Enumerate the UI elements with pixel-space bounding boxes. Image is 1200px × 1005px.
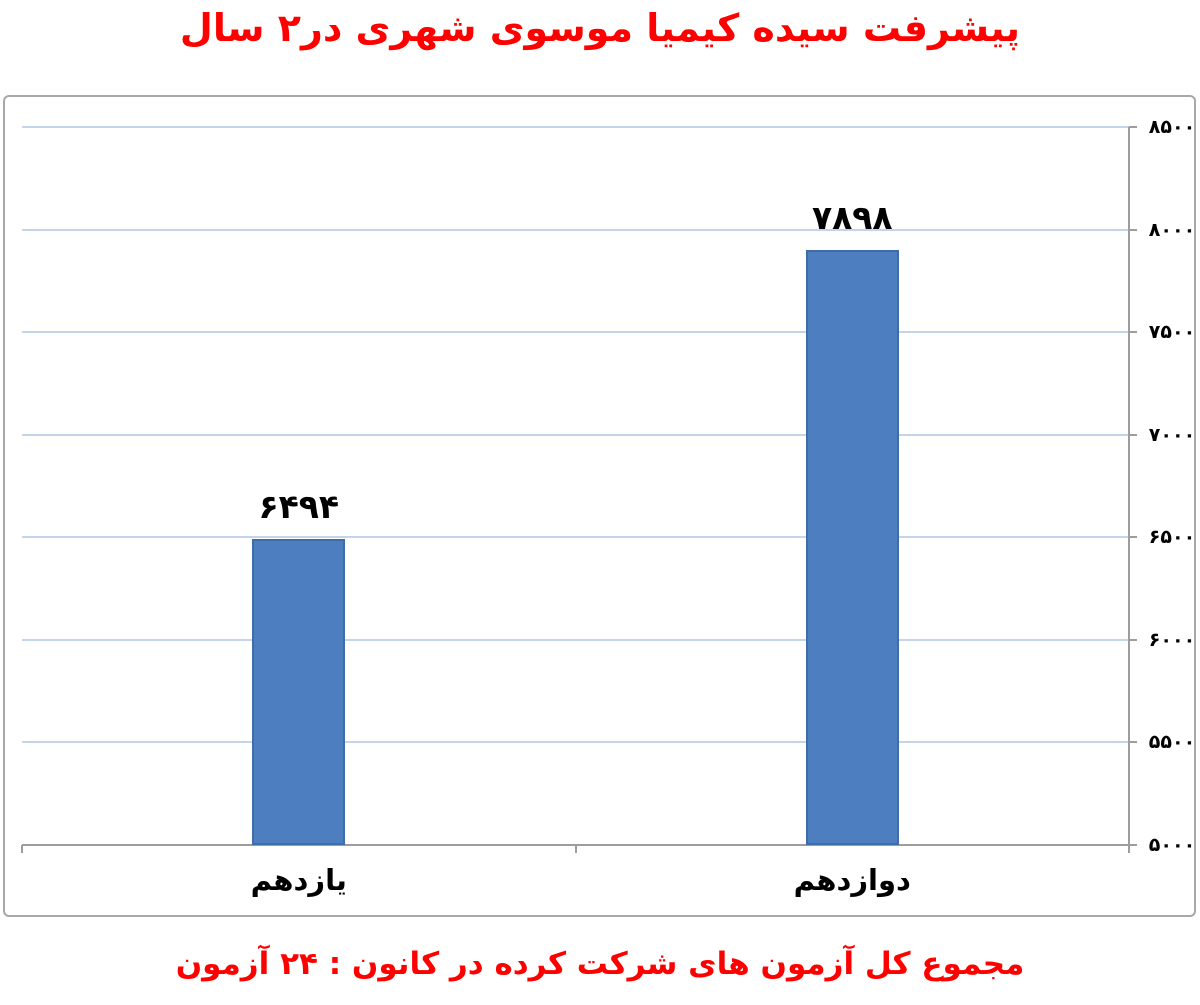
y-tick (1129, 433, 1137, 436)
y-tick (1129, 126, 1137, 128)
bar-eleventh (252, 538, 346, 845)
y-tick (1129, 536, 1137, 539)
x-tick (1128, 845, 1130, 853)
gridline (22, 741, 1129, 744)
x-tick (574, 845, 577, 853)
y-tick-label: ۷۵۰۰ (1148, 321, 1196, 344)
y-tick-label: ۸۵۰۰ (1148, 116, 1196, 138)
y-tick (1129, 844, 1137, 846)
y-axis-line (1128, 127, 1130, 853)
x-tick (21, 845, 23, 853)
y-tick (1129, 741, 1137, 744)
bar-twelfth (805, 250, 899, 845)
y-tick (1129, 331, 1137, 334)
x-category-label: دوازدهم (793, 863, 911, 897)
y-tick (1129, 228, 1137, 231)
y-tick-label: ۶۰۰۰ (1148, 628, 1196, 651)
y-tick-label: ۵۵۰۰ (1148, 731, 1196, 754)
bar-value-label: ۷۸۹۸ (811, 198, 893, 238)
gridline (22, 638, 1129, 641)
plot-area: ۵۰۰۰ ۵۵۰۰ ۶۰۰۰ ۶۵۰۰ ۷۰۰۰ ۷۵۰۰ ۸۰۰۰ ۸۵۰۰ ۶۴۹۴ یازد… (5, 97, 1195, 915)
chart-title: پیشرفت سیده کیمیا موسوی شهری در۲ سال (179, 6, 1021, 50)
chart-frame: ۵۰۰۰ ۵۵۰۰ ۶۰۰۰ ۶۵۰۰ ۷۰۰۰ ۷۵۰۰ ۸۰۰۰ ۸۵۰۰ ۶۴۹۴ یازد… (3, 95, 1196, 917)
x-category-label: یازدهم (250, 863, 347, 897)
gridline (22, 536, 1129, 539)
y-tick-label: ۶۵۰۰ (1148, 526, 1196, 549)
gridline (22, 228, 1129, 231)
gridline (22, 433, 1129, 436)
y-tick-label: ۷۰۰۰ (1148, 423, 1196, 446)
y-tick-label: ۸۰۰۰ (1148, 218, 1196, 241)
bar-value-label: ۶۴۹۴ (258, 486, 340, 526)
y-tick-label: ۵۰۰۰ (1148, 834, 1196, 856)
gridline (22, 126, 1129, 128)
y-tick (1129, 638, 1137, 641)
gridline (22, 331, 1129, 334)
footer-caption: مجموع کل آزمون های شرکت کرده در کانون : … (175, 946, 1025, 982)
